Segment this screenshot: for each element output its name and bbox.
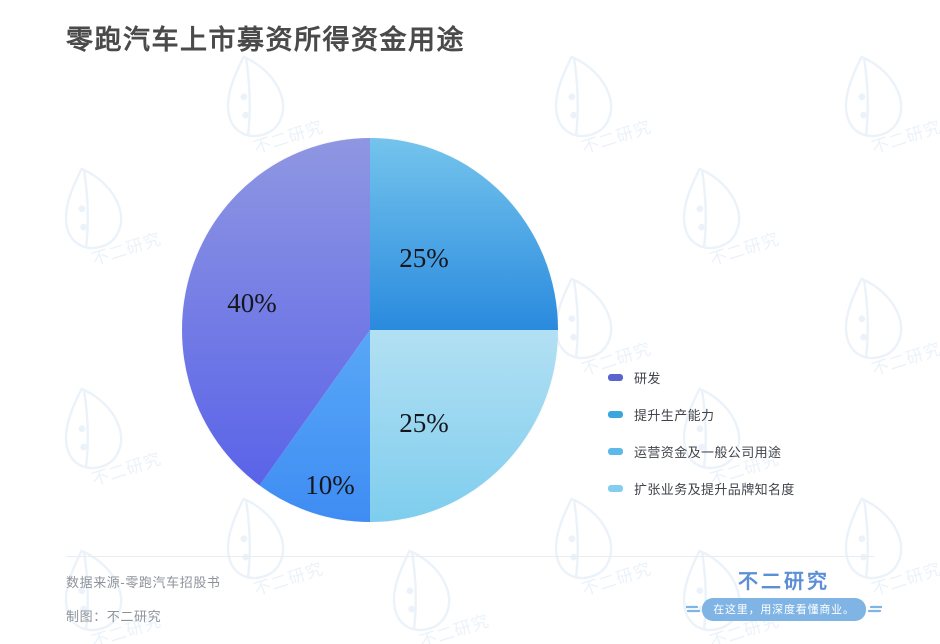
legend-item-label: 提升生产能力 [634, 408, 715, 423]
chart-legend: 研发提升生产能力运营资金及一般公司用途 扩张业务及提升品牌知名度 [608, 362, 908, 510]
svg-text:不二研究: 不二研究 [89, 229, 163, 269]
legend-item[interactable]: 运营资金及一般公司用途 [608, 436, 908, 467]
pie-slice-label: 10% [305, 470, 355, 500]
pie-slice[interactable] [370, 330, 558, 522]
footer-source-text: 数据来源-零跑汽车招股书 [66, 575, 221, 590]
page-title: 零跑汽车上市募资所得资金用途 [66, 25, 465, 55]
brand-wing-right-icon [866, 605, 882, 614]
legend-item[interactable]: 提升生产能力 [608, 399, 908, 430]
pie-slice-label: 25% [399, 408, 449, 438]
legend-swatch-icon [608, 374, 623, 381]
brand-wing-left-icon [686, 605, 702, 614]
brand-name: 不二研究 [738, 571, 830, 593]
watermark-mark: 不二研究 [352, 524, 500, 644]
pie-chart-svg: 25% 25% 10% 40% [182, 138, 558, 522]
brand-logo: 不二研究 在这里，用深度看懂商业。 [684, 570, 884, 621]
legend-swatch-icon [608, 485, 623, 492]
pie-slice[interactable] [370, 138, 558, 330]
svg-text:不二研究: 不二研究 [707, 229, 781, 269]
legend-item-label: 扩张业务及提升品牌知名度 [634, 482, 795, 497]
watermark-mark: 不二研究 [24, 142, 172, 284]
pie-slice[interactable] [259, 330, 371, 522]
footer-divider [66, 556, 874, 557]
watermark-mark: 不二研究 [804, 30, 940, 172]
svg-text:不二研究: 不二研究 [251, 559, 325, 599]
brand-tagline: 在这里，用深度看懂商业。 [702, 598, 866, 621]
brand-tagline-row: 在这里，用深度看懂商业。 [684, 598, 884, 621]
watermark-mark: 不二研究 [24, 362, 172, 504]
legend-swatch-icon [608, 411, 623, 418]
pie-slice-label: 25% [399, 243, 449, 273]
watermark-mark: 不二研究 [642, 142, 790, 284]
svg-text:不二研究: 不二研究 [417, 611, 491, 644]
pie-chart: 25% 25% 10% 40% [182, 138, 558, 522]
svg-text:不二研究: 不二研究 [869, 117, 940, 157]
legend-item[interactable]: 研发 [608, 362, 908, 393]
legend-item-label: 运营资金及一般公司用途 [634, 445, 782, 460]
svg-text:不二研究: 不二研究 [579, 559, 653, 599]
svg-text:不二研究: 不二研究 [89, 449, 163, 489]
footer-credit-text: 制图：不二研究 [66, 609, 162, 624]
pie-slice-label: 40% [227, 288, 277, 318]
legend-item[interactable]: 扩张业务及提升品牌知名度 [608, 473, 908, 504]
legend-item-label: 研发 [634, 371, 661, 386]
pie-slices [182, 138, 558, 522]
legend-swatch-icon [608, 448, 623, 455]
svg-text:不二研究: 不二研究 [579, 117, 653, 157]
